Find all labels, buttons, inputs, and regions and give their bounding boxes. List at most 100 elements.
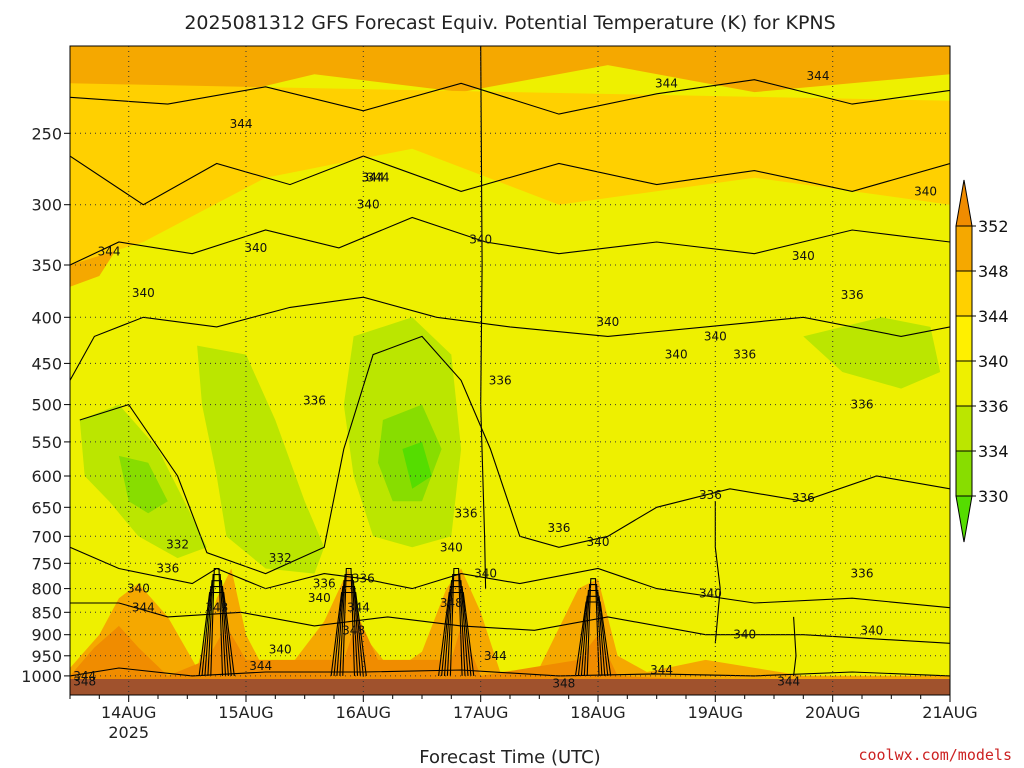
contour-line-spike-1-4 xyxy=(330,591,367,676)
contour-line-340-mid xyxy=(70,296,950,381)
contour-line-spike-3-3 xyxy=(577,595,609,676)
colorbar-label: 334 xyxy=(978,442,1009,461)
contour-line-spike-3-0 xyxy=(586,578,600,676)
y-tick-label: 350 xyxy=(31,256,62,275)
contour-line-spike-3-2 xyxy=(580,589,606,676)
fill-region-upper-344 xyxy=(70,83,950,265)
contour-line-344-top xyxy=(70,79,950,115)
colorbar-segment xyxy=(955,405,973,452)
contour-line-spike-2-3 xyxy=(441,586,472,676)
x-tick-label: 20AUG xyxy=(805,703,860,722)
contour-line-spike-2-4 xyxy=(438,591,475,676)
fill-regions xyxy=(70,46,950,695)
contour-labels: 3443483443403323363403443443403483323363… xyxy=(73,69,937,691)
y-tick-label: 300 xyxy=(31,196,62,215)
contour-line-spike-3-1 xyxy=(583,584,603,676)
contour-label: 332 xyxy=(269,551,292,565)
contour-label: 344 xyxy=(777,675,800,689)
contour-label: 344 xyxy=(230,117,253,131)
y-tick-label: 400 xyxy=(31,308,62,327)
colorbar-label: 352 xyxy=(978,217,1009,236)
colorbar-top-triangle xyxy=(955,179,973,227)
contour-label: 336 xyxy=(841,288,864,302)
contour-label: 340 xyxy=(596,315,619,329)
contour-line-feature-1 xyxy=(714,501,721,644)
y-tick-label: 250 xyxy=(31,124,62,143)
contour-label: 340 xyxy=(733,628,756,642)
colorbar-segment xyxy=(955,225,973,272)
colorbar-label: 348 xyxy=(978,262,1009,281)
contour-label: 344 xyxy=(98,244,121,258)
contour-label: 336 xyxy=(489,373,512,387)
colorbar-label: 336 xyxy=(978,397,1009,416)
contour-label: 340 xyxy=(792,249,815,263)
contour-label: 340 xyxy=(860,623,883,637)
contour-line-feature-2 xyxy=(793,616,797,676)
x-tick-label: 15AUG xyxy=(218,703,273,722)
fill-region-trough-4 xyxy=(490,336,559,514)
contour-label: 336 xyxy=(851,567,874,581)
contour-label: 336 xyxy=(156,562,179,576)
contour-line-spike-0-3 xyxy=(201,586,232,676)
contour-line-spike-1-1 xyxy=(339,574,359,676)
contour-label: 348 xyxy=(552,677,575,691)
contour-line-spike-1-0 xyxy=(342,567,356,676)
contour-label: 336 xyxy=(547,521,570,535)
contour-label: 340 xyxy=(665,348,688,362)
contour-line-spike-2-0 xyxy=(449,567,463,676)
contour-label: 340 xyxy=(474,567,497,581)
contour-line-spike-0-0 xyxy=(210,567,224,676)
contour-label: 336 xyxy=(699,488,722,502)
colorbar: 352 348 344 340 336 334 330 xyxy=(955,179,1009,543)
contour-label: 336 xyxy=(352,572,375,586)
contour-line-spike-2-2 xyxy=(443,580,469,676)
contour-label: 336 xyxy=(313,577,336,591)
contour-line-spike-3-4 xyxy=(574,601,612,676)
y-tick-label: 500 xyxy=(31,396,62,415)
contour-label: 348 xyxy=(342,623,365,637)
contour-label: 332 xyxy=(166,538,189,552)
contour-label: 336 xyxy=(733,348,756,362)
chart-title: 2025081312 GFS Forecast Equiv. Potential… xyxy=(184,12,835,34)
y-tick-label: 750 xyxy=(31,554,62,573)
contour-label: 344 xyxy=(655,76,678,90)
contour-label: 348 xyxy=(73,675,96,689)
y-tick-label: 850 xyxy=(31,603,62,622)
fill-region-trough-6 xyxy=(803,558,892,617)
contour-label: 344 xyxy=(362,171,385,185)
contour-label: 340 xyxy=(704,329,727,343)
y-tick-label: 450 xyxy=(31,354,62,373)
contour-line-344-lower xyxy=(70,602,950,644)
colorbar-label: 330 xyxy=(978,487,1009,506)
contour-label: 336 xyxy=(303,394,326,408)
y-tick-label: 600 xyxy=(31,467,62,486)
contour-label: 340 xyxy=(469,233,492,247)
contour-label: 340 xyxy=(440,540,463,554)
x-tick-label: 19AUG xyxy=(688,703,743,722)
contour-label: 348 xyxy=(440,596,463,610)
contour-line-spike-1-2 xyxy=(336,580,361,676)
contour-label: 340 xyxy=(357,198,380,212)
contour-label: 336 xyxy=(851,398,874,412)
colorbar-segment xyxy=(955,360,973,407)
contour-label: 344 xyxy=(73,669,96,683)
y-tick-label: 550 xyxy=(31,433,62,452)
contour-line-336 xyxy=(79,335,950,575)
x-tick-sublabel: 2025 xyxy=(108,723,149,742)
contour-label: 344 xyxy=(807,69,830,83)
colorbar-bottom-triangle xyxy=(955,495,973,543)
colorbar-label: 344 xyxy=(978,307,1009,326)
contour-label: 340 xyxy=(699,586,722,600)
contour-line-340-lower xyxy=(70,546,950,609)
contour-line-spike-2-1 xyxy=(446,574,466,676)
contour-label: 340 xyxy=(127,582,150,596)
ground-band xyxy=(70,679,950,695)
contour-label: 344 xyxy=(347,601,370,615)
contour-label: 340 xyxy=(132,286,155,300)
fill-region-trough-3-inner xyxy=(402,441,432,489)
y-tick-label: 800 xyxy=(31,580,62,599)
contour-label: 340 xyxy=(244,241,267,255)
x-tick-label: 21AUG xyxy=(922,703,977,722)
contour-line-spike-1-3 xyxy=(333,586,364,676)
x-axis-label: Forecast Time (UTC) xyxy=(419,747,600,768)
